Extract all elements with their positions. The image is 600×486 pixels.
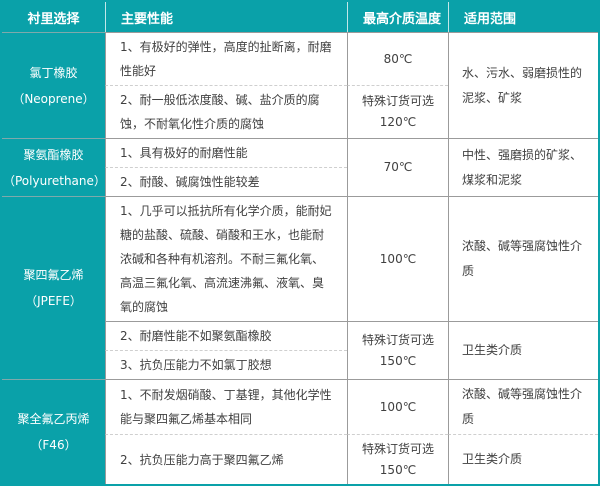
table-row: 2、耐磨性能不如聚氨酯橡胶 特殊订货可选 150℃ 卫生类介质 <box>2 321 598 379</box>
temperature-cell: 80℃ <box>347 32 448 85</box>
temperature-cell: 100℃ <box>347 379 448 434</box>
table-row: 2、耐酸、碱腐蚀性能较差 <box>2 167 598 196</box>
material-cell-ptfe: 聚四氟乙烯 （JPEFE） <box>2 196 105 379</box>
range-cell: 水、污水、弱磨损性的泥浆、矿浆 <box>448 32 598 138</box>
table-row: 2、耐一般低浓度酸、碱、盐介质的腐蚀，不耐氧化性介质的腐蚀 特殊订货可选 120… <box>2 85 598 138</box>
performance-cell: 1、有极好的弹性，高度的扯断离，耐磨性能好 <box>105 32 347 85</box>
range-cell: 浓酸、碱等强腐蚀性介质 <box>448 196 598 321</box>
temperature-cell: 特殊订货可选 150℃ <box>347 434 448 484</box>
temperature-cell: 特殊订货可选 120℃ <box>347 85 448 138</box>
range-cell: 中性、强磨损的矿浆、煤浆和泥浆 <box>448 138 598 196</box>
performance-cell: 2、耐酸、碱腐蚀性能较差 <box>105 167 347 196</box>
col-header-performance: 主要性能 <box>105 2 347 32</box>
temperature-cell: 特殊订货可选 150℃ <box>347 321 448 379</box>
temperature-cell: 70℃ <box>347 138 448 196</box>
performance-cell: 3、抗负压能力不如氯丁胶想 <box>105 350 347 379</box>
col-header-range: 适用范围 <box>448 2 598 32</box>
performance-cell: 2、抗负压能力高于聚四氟乙烯 <box>105 434 347 484</box>
table-row: 3、抗负压能力不如氯丁胶想 <box>2 350 598 379</box>
range-cell: 卫生类介质 <box>448 321 598 379</box>
material-cell-f46: 聚全氟乙丙烯 （F46） <box>2 379 105 484</box>
table-row: 氯丁橡胶 （Neoprene） 1、有极好的弹性，高度的扯断离，耐磨性能好 80… <box>2 32 598 138</box>
temperature-cell: 100℃ <box>347 196 448 321</box>
material-cell-neoprene: 氯丁橡胶 （Neoprene） <box>2 32 105 138</box>
range-cell: 卫生类介质 <box>448 434 598 484</box>
performance-cell: 1、具有极好的耐磨性能 <box>105 138 347 167</box>
range-cell: 浓酸、碱等强腐蚀性介质 <box>448 379 598 434</box>
col-header-max-temp: 最高介质温度 <box>347 2 448 32</box>
table-row: 聚氨酯橡胶 （Polyurethane） 1、具有极好的耐磨性能 70℃ 中性、… <box>2 138 598 196</box>
col-header-lining: 衬里选择 <box>2 2 105 32</box>
performance-cell: 2、耐一般低浓度酸、碱、盐介质的腐蚀，不耐氧化性介质的腐蚀 <box>105 85 347 138</box>
performance-cell: 1、不耐发烟硝酸、丁基锂，其他化学性能与聚四氟乙烯基本相同 <box>105 379 347 434</box>
performance-cell: 1、几乎可以抵抗所有化学介质，能耐妃糖的盐酸、硫酸、硝酸和王水，也能耐浓碱和各种… <box>105 196 347 321</box>
performance-cell: 2、耐磨性能不如聚氨酯橡胶 <box>105 321 347 350</box>
material-cell-polyurethane: 聚氨酯橡胶 （Polyurethane） <box>2 138 105 196</box>
header-row: 衬里选择 主要性能 最高介质温度 适用范围 <box>2 2 598 32</box>
table-row: 聚全氟乙丙烯 （F46） 1、不耐发烟硝酸、丁基锂，其他化学性能与聚四氟乙烯基本… <box>2 379 598 484</box>
table-row: 聚四氟乙烯 （JPEFE） 1、几乎可以抵抗所有化学介质，能耐妃糖的盐酸、硫酸、… <box>2 196 598 379</box>
